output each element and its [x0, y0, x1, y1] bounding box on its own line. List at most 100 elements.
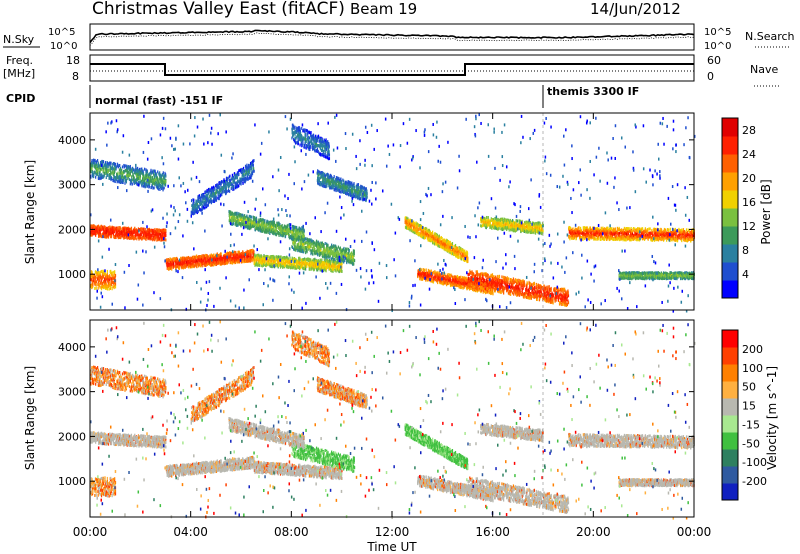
power-cell	[274, 230, 277, 234]
power-cell	[239, 218, 241, 222]
power-cell	[449, 278, 452, 282]
power-cell	[262, 222, 264, 226]
power-cell	[159, 235, 161, 239]
power-cell	[165, 230, 167, 234]
power-cell	[101, 226, 103, 230]
freq-label-2: [MHz]	[3, 67, 35, 80]
power-cell	[261, 255, 263, 259]
power-cell	[309, 238, 311, 242]
power-cell	[261, 221, 263, 225]
power-cell	[350, 257, 352, 261]
power-cell	[311, 263, 313, 267]
power-cell	[460, 275, 462, 279]
power-cell	[310, 252, 312, 256]
power-cell	[282, 229, 284, 233]
power-cell	[324, 253, 327, 257]
power-cell	[305, 251, 307, 255]
power-cell	[341, 265, 343, 269]
power-cell	[261, 224, 263, 228]
power-cell	[346, 252, 348, 256]
power-cell	[252, 223, 254, 227]
power-cell	[272, 265, 274, 269]
power-cell	[193, 260, 195, 264]
power-cell	[262, 229, 264, 233]
power-cell	[230, 261, 232, 265]
power-cell	[295, 245, 297, 249]
power-cell	[156, 231, 158, 235]
power-cell	[275, 233, 277, 237]
noise-left-tick-bottom: 10^0	[50, 41, 77, 52]
power-cell	[336, 256, 339, 260]
power-cell	[228, 253, 230, 257]
power-cell	[259, 225, 261, 229]
power-cell	[319, 253, 321, 257]
power-cell	[187, 260, 190, 264]
power-cell	[251, 258, 254, 262]
power-cell	[205, 263, 207, 267]
power-cell	[266, 226, 268, 230]
power-cell	[303, 229, 305, 233]
power-cell	[320, 246, 322, 250]
power-cell	[239, 215, 242, 219]
power-cell	[187, 255, 190, 259]
power-cell	[315, 251, 317, 255]
power-cell	[210, 256, 212, 260]
power-cell	[258, 262, 261, 266]
power-cell	[320, 251, 322, 255]
power-cell	[423, 269, 426, 273]
power-cell	[282, 233, 285, 237]
power-cell	[468, 272, 470, 276]
power-cell	[126, 228, 128, 232]
power-cell	[197, 255, 200, 259]
power-cell	[339, 253, 341, 257]
power-cell	[260, 263, 262, 267]
power-cell	[280, 227, 282, 231]
power-cell	[248, 222, 251, 226]
power-cell	[258, 226, 260, 230]
power-cell	[154, 237, 156, 241]
power-cell	[456, 274, 459, 278]
power-cell	[353, 262, 355, 266]
power-cell	[307, 263, 310, 267]
power-cell	[294, 266, 297, 270]
power-cell	[114, 230, 116, 234]
power-cell	[232, 222, 235, 226]
power-cell	[195, 259, 197, 263]
power-cell	[231, 214, 234, 218]
power-cell	[257, 263, 259, 267]
power-cell	[288, 229, 291, 233]
power-cell	[241, 254, 243, 258]
noise-right-tick-bottom: 10^0	[704, 41, 731, 52]
power-cell	[313, 267, 315, 271]
power-cell	[271, 258, 273, 262]
power-cell	[96, 228, 98, 232]
power-cell	[492, 292, 494, 296]
power-cell	[353, 253, 355, 257]
power-cell	[245, 217, 247, 221]
power-cell	[237, 256, 239, 260]
power-cell	[228, 210, 230, 214]
power-cell	[238, 219, 240, 223]
freq-right-tick-bottom: 0	[707, 70, 714, 83]
power-cell	[111, 232, 113, 236]
power-cell	[425, 268, 427, 272]
power-cell	[344, 249, 346, 253]
power-cell	[298, 263, 301, 267]
power-cell	[283, 231, 285, 235]
power-cell	[141, 236, 143, 240]
power-cell	[201, 262, 203, 266]
power-cell	[322, 250, 324, 254]
power-cell	[197, 258, 199, 262]
power-cell	[302, 264, 304, 268]
power-cell	[334, 254, 337, 258]
power-cell	[109, 225, 111, 229]
power-cell	[242, 222, 244, 226]
power-cell	[310, 267, 312, 271]
power-cell	[295, 258, 297, 262]
power-cell	[296, 247, 298, 251]
power-cell	[92, 232, 95, 236]
power-cell	[171, 267, 173, 271]
power-cell	[327, 249, 329, 253]
power-cell	[267, 220, 269, 224]
power-cell	[238, 250, 241, 254]
